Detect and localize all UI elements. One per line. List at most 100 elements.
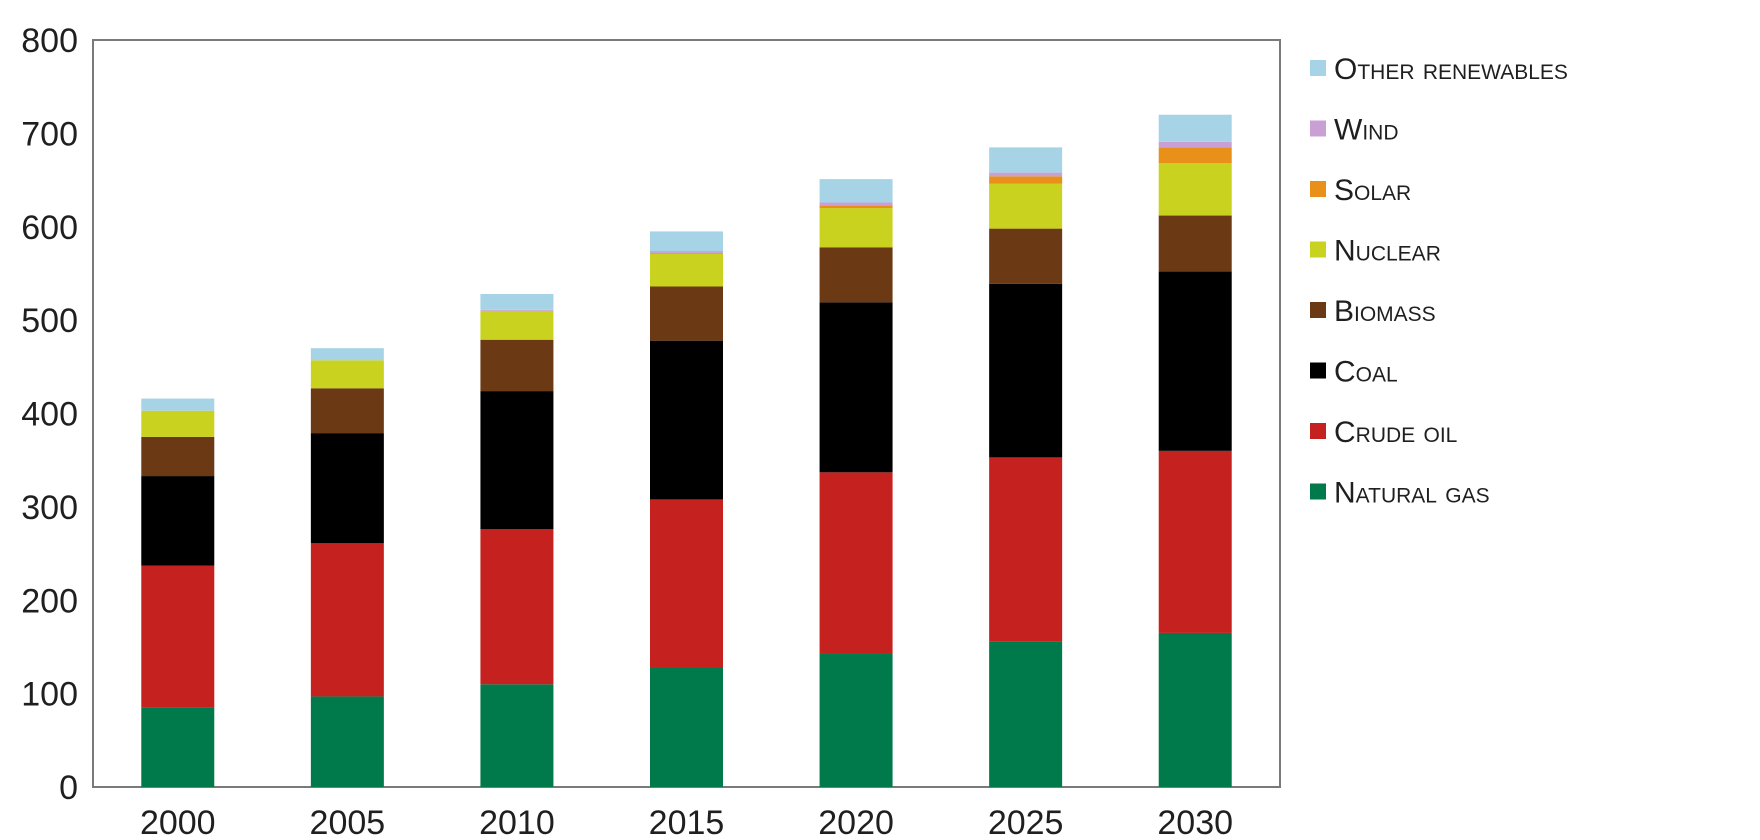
bar-segment-crude-oil [141,565,215,708]
legend-item-solar: Solar [1310,174,1411,207]
legend-item-natural-gas: Natural gas [1310,477,1490,510]
legend-item-wind: Wind [1310,114,1398,147]
bar-stack-2030 [1158,114,1232,787]
y-tick-label: 700 [21,115,78,153]
legend-swatch [1310,483,1326,500]
legend-item-coal: Coal [1310,356,1398,389]
x-tick-label: 2030 [1157,804,1233,840]
bar-segment-biomass [989,228,1063,284]
bar-segment-coal [650,340,723,500]
bar-segment-nuclear [989,183,1063,229]
bar-segment-other-renewables [650,231,723,252]
bar-segment-biomass [480,339,554,392]
legend-item-other-renewables: Other renewables [1310,53,1568,86]
x-tick-label: 2025 [988,804,1064,840]
bar-segment-crude-oil [819,472,893,654]
bar-segment-crude-oil [989,457,1063,642]
bar-segment-nuclear [141,410,215,437]
y-tick-label: 500 [21,302,78,340]
y-tick-label: 200 [21,582,78,620]
y-tick-label: 600 [21,209,78,247]
bar-segment-nuclear [819,208,893,248]
legend-label: Other renewables [1334,53,1568,86]
bar-segment-wind [480,309,554,311]
bar-segment-crude-oil [480,529,554,685]
legend-swatch [1310,120,1326,137]
legend-item-crude-oil: Crude oil [1310,416,1457,449]
bar-segment-other-renewables [1158,114,1232,142]
legend-swatch [1310,181,1326,197]
bar-segment-coal [1158,271,1232,451]
bar-segment-coal [141,476,215,566]
bar-segment-solar [1158,147,1232,164]
legend-swatch [1310,241,1326,258]
bar-stack-2015 [650,231,723,787]
bar-segment-other-renewables [819,179,893,203]
bar-segment-coal [480,391,554,530]
bar-segment-wind [989,172,1063,177]
bar-segment-wind [819,202,893,206]
bar-segment-wind [1158,141,1232,148]
legend-item-nuclear: Nuclear [1310,235,1441,268]
y-tick-label: 300 [21,489,78,527]
bars [141,114,1232,787]
y-axis-ticks: 0 100 200 300 400 500 600 700 800 [21,22,78,807]
bar-stack-2000 [141,398,215,787]
bar-segment-biomass [650,286,723,341]
x-tick-label: 2020 [818,804,894,840]
bar-segment-solar [989,176,1063,184]
legend: Other renewables Wind Solar Nuclear Biomass C… [1310,53,1568,510]
bar-segment-biomass [1158,215,1232,272]
bar-segment-natural-gas [1158,632,1232,787]
x-tick-label: 2000 [140,804,216,840]
x-tick-label: 2015 [649,804,725,840]
bar-segment-nuclear [480,310,554,340]
legend-item-biomass: Biomass [1310,295,1436,328]
bar-segment-other-renewables [989,147,1063,173]
legend-label: Biomass [1334,295,1436,328]
legend-label: Natural gas [1334,477,1490,510]
bar-segment-biomass [310,388,384,434]
y-tick-label: 400 [21,396,78,434]
legend-label: Coal [1334,356,1398,389]
legend-swatch [1310,60,1326,76]
bar-segment-natural-gas [480,684,554,787]
bar-segment-crude-oil [650,499,723,668]
bar-segment-biomass [819,247,893,303]
bar-segment-natural-gas [310,696,384,787]
bar-segment-coal [989,283,1063,458]
x-axis-ticks: 2000 2005 2010 2015 2020 2025 2030 [140,804,1233,840]
y-tick-label: 100 [21,676,78,714]
y-tick-label: 800 [21,22,78,60]
legend-label: Nuclear [1334,235,1441,268]
bar-segment-wind [650,251,723,253]
legend-label: Crude oil [1334,416,1457,449]
legend-label: Wind [1334,114,1398,147]
legend-swatch [1310,302,1326,318]
bar-segment-coal [310,433,384,544]
bar-segment-biomass [141,436,215,477]
legend-label: Solar [1334,174,1411,207]
bar-segment-crude-oil [310,543,384,697]
bar-segment-nuclear [650,253,723,287]
legend-swatch [1310,423,1326,439]
bar-segment-natural-gas [989,641,1063,787]
x-tick-label: 2010 [479,804,555,840]
bar-segment-nuclear [310,360,384,389]
bar-stack-2005 [310,348,384,787]
bar-segment-crude-oil [1158,450,1232,633]
y-tick-label: 0 [59,769,78,807]
x-tick-label: 2005 [310,804,386,840]
legend-swatch [1310,362,1326,379]
bar-stack-2020 [819,179,893,787]
bar-segment-solar [650,252,723,254]
bar-segment-solar [819,205,893,209]
bar-segment-natural-gas [650,667,723,787]
bar-stack-2025 [989,147,1063,787]
bar-segment-coal [819,302,893,473]
bar-segment-nuclear [1158,163,1232,216]
bar-segment-other-renewables [480,293,554,310]
bar-segment-other-renewables [310,348,384,361]
